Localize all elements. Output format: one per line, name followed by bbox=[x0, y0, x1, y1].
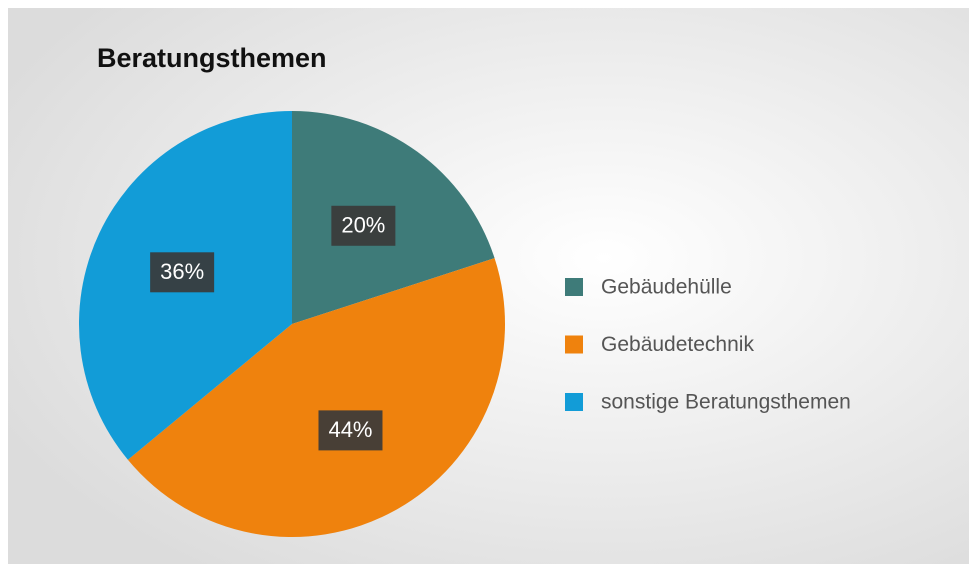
data-label-box bbox=[318, 410, 383, 451]
legend-swatch bbox=[565, 335, 583, 354]
data-labels: 20% 44% 36% bbox=[150, 205, 396, 451]
data-label: 20% bbox=[341, 213, 385, 238]
data-label: 44% bbox=[328, 417, 372, 442]
data-label-box bbox=[150, 252, 215, 293]
legend-label: Gebäudehülle bbox=[601, 276, 732, 299]
legend-swatch bbox=[565, 393, 583, 411]
legend: Gebäudehülle Gebäudetechnik sonstige Berat… bbox=[565, 276, 851, 414]
data-label-box bbox=[331, 205, 396, 246]
legend-swatch bbox=[565, 278, 583, 296]
pie bbox=[79, 111, 505, 537]
legend-label: sonstige Beratungsthemen bbox=[601, 391, 851, 414]
pie-slice bbox=[127, 258, 505, 537]
chart-title: Beratungsthemen bbox=[97, 43, 327, 73]
legend-label: Gebäudetechnik bbox=[601, 333, 754, 356]
data-label: 36% bbox=[160, 259, 204, 284]
